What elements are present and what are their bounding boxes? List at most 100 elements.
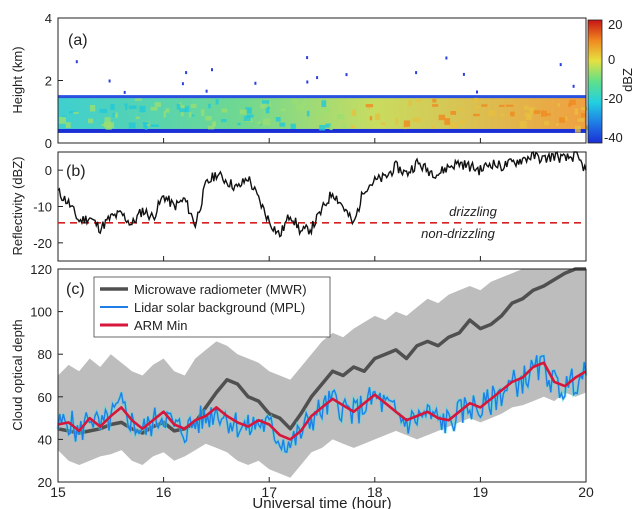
heatmap-cell [306,56,309,60]
heatmap-cell [473,97,479,103]
panel-a-ylabel: Height (km) [10,46,25,113]
heatmap-cell [211,68,213,72]
heatmap-cell [275,117,281,122]
colorbar [587,19,603,144]
panel-b-yticks: 0 -10 -20 [33,163,63,251]
heatmap-cell [546,113,551,116]
heatmap-cell [351,109,357,116]
heatmap-cell [505,104,514,107]
heatmap-cell [445,56,448,60]
heatmap-cell [343,124,347,129]
heatmap-cell [315,112,321,116]
heatmap-cell [585,125,589,131]
panel-c-ytick-label: 60 [38,390,52,405]
heatmap-cell [321,100,327,108]
heatmap-cell [431,125,435,129]
heatmap-cell [59,116,66,124]
non-drizzling-label: non-drizzling [421,226,495,241]
heatmap-cell [205,89,208,93]
heatmap-cell [296,105,304,111]
heatmap-cell [245,107,252,114]
heatmap-cell [207,125,215,130]
heatmap-cell [559,63,562,67]
heatmap-cell [90,105,96,112]
heatmap-cell [403,120,411,127]
panel-c-ytick-label: 120 [30,262,52,277]
heatmap-cell [69,110,77,114]
heatmap-cell [577,118,585,122]
heatmap-cell [403,125,407,130]
heatmap-cell [266,102,271,107]
heatmap-cell [128,105,137,109]
heatmap-cell [212,121,216,127]
heatmap-cell [135,116,140,120]
heatmap-cell [559,117,566,123]
legend-box [93,276,331,338]
heatmap-cell [500,113,505,117]
heatmap-cell [544,121,550,126]
panel-c-ytick-label: 40 [38,432,52,447]
panel-c: 20 40 60 80 100 120 15 16 17 18 19 20 (c) Cloud op… [10,138,594,509]
heatmap-cell [61,115,67,119]
colorbar-tick-minus20: -20 [604,91,623,106]
colorbar-label: dBZ [620,68,635,92]
cloud-base-edge [58,128,586,133]
heatmap-cell [113,114,118,117]
heatmap-cell [306,110,310,117]
heatmap-cell [99,108,108,113]
heatmap-cell [107,122,115,129]
heatmap-cell [215,99,219,105]
heatmap-cell [380,122,386,125]
heatmap-cell [316,76,319,80]
panel-c-frame [57,268,587,483]
heatmap-cell [254,81,257,85]
heatmap-cell [190,103,197,108]
heatmap-cell [165,108,170,113]
drizzling-label: drizzling [449,204,497,219]
heatmap-cell [181,82,184,86]
heatmap-cell [473,113,480,117]
heatmap-cell [581,107,588,111]
heatmap-cell [279,122,286,127]
heatmap-cell [572,84,575,88]
heatmap-cell [438,114,446,121]
heatmap-cell [450,122,457,129]
heatmap-cell [257,121,262,125]
legend-label-mwr: Microwave radiometer (MWR) [134,282,307,297]
colorbar-tick-minus40: -40 [604,130,623,145]
heatmap-cell [124,103,128,106]
x-tick-label: 18 [367,484,383,500]
heatmap-cell [488,110,496,116]
heatmap-cell [412,117,421,123]
heatmap-cell [459,119,466,125]
heatmap-cell [154,102,161,107]
heatmap-cell [367,107,371,110]
heatmap-cell [415,71,418,75]
heatmap-cell [201,109,205,116]
heatmap-cell [150,106,158,111]
x-axis-ticks: 15 16 17 18 19 20 [50,138,594,500]
panel-b-ytick-label: -10 [33,200,52,215]
heatmap-cell [260,103,268,109]
x-tick-label: 20 [578,484,594,500]
heatmap-cell [151,124,159,127]
heatmap-cell [301,101,307,106]
heatmap-cell [180,110,184,117]
heatmap-cell [221,119,227,123]
heatmap-cell [176,103,180,110]
heatmap-cell [110,103,115,110]
heatmap-cell [319,125,326,131]
panel-a-ytick-label: 0 [45,136,52,151]
heatmap-cell [350,125,355,129]
heatmap-cell [139,105,146,113]
heatmap-cell [481,104,488,107]
heatmap-cell [316,110,321,115]
heatmap-cell [125,105,128,110]
heatmap-cell [581,113,587,118]
heatmap-cell [499,104,505,107]
heatmap-cell [123,90,126,94]
heatmap-cell [180,105,189,110]
heatmap-cell [142,122,149,125]
heatmap-cell [205,116,212,121]
heatmap-cell [556,123,559,126]
